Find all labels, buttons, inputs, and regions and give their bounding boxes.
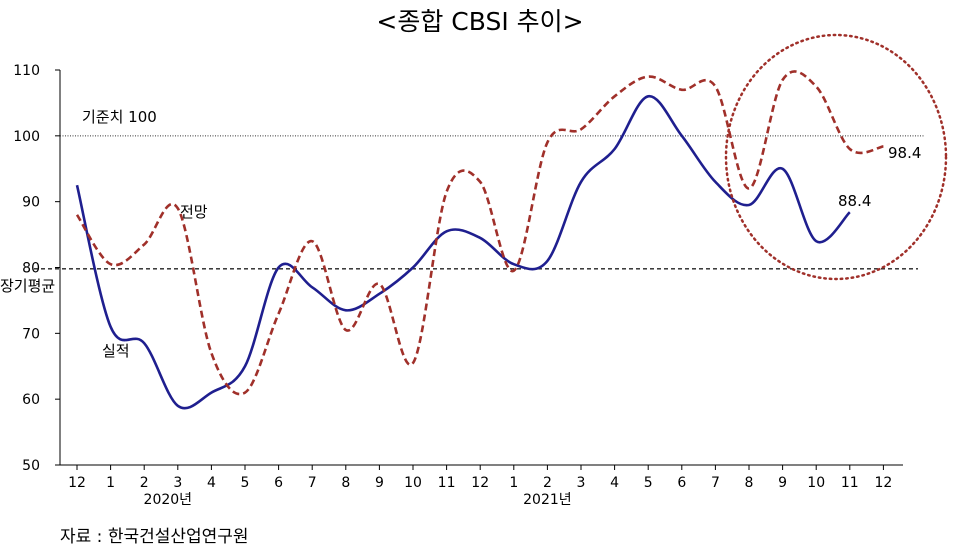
y-tick-label: 60 [22, 392, 40, 408]
x-tick-label: 9 [778, 475, 787, 491]
x-tick-label: 2 [140, 475, 149, 491]
x-tick-label: 12 [68, 475, 86, 491]
x-tick-label: 1 [106, 475, 115, 491]
x-tick-label: 4 [610, 475, 619, 491]
x-tick-label: 2 [543, 475, 552, 491]
reference-label-long-term-average: 장기평균 [0, 277, 55, 295]
x-tick-label: 11 [438, 475, 456, 491]
x-tick-label: 6 [677, 475, 686, 491]
data-label-last-forecast: 98.4 [888, 144, 921, 162]
x-tick-label: 3 [173, 475, 182, 491]
series-group [75, 70, 884, 410]
x-tick-label: 5 [644, 475, 653, 491]
x-tick-label: 1 [509, 475, 518, 491]
x-tick-label: 3 [577, 475, 586, 491]
y-tick-label: 110 [13, 63, 40, 79]
year-label-2020: 2020년 [144, 492, 193, 508]
highlight-circle [724, 33, 948, 281]
x-tick-label: 10 [404, 475, 422, 491]
chart-title: <종합 CBSI 추이> [376, 7, 584, 36]
x-tick-label: 7 [308, 475, 317, 491]
year-label-2021: 2021년 [523, 492, 572, 508]
x-tick-label: 12 [874, 475, 892, 491]
y-tick-label: 90 [22, 195, 40, 211]
x-tick-label: 5 [241, 475, 250, 491]
x-tick-label: 7 [711, 475, 720, 491]
y-tick-label: 70 [22, 326, 40, 342]
series-label-forecast: 전망 [180, 203, 208, 221]
y-tick-label: 80 [22, 261, 40, 277]
series-line-forecast [75, 70, 884, 396]
source-note: 자료 : 한국건설산업연구원 [60, 527, 249, 547]
y-tick-label: 50 [22, 458, 40, 474]
labels-group: 실적 전망 88.4 98.4 [102, 144, 921, 360]
x-tick-label: 11 [841, 475, 859, 491]
series-label-actual: 실적 [102, 342, 130, 360]
y-tick-label: 100 [13, 129, 40, 145]
reference-label-100: 기준치 100 [82, 108, 157, 126]
series-line-actual [75, 95, 851, 410]
x-tick-label: 8 [341, 475, 350, 491]
x-tick-label: 12 [471, 475, 489, 491]
x-tick-label: 8 [745, 475, 754, 491]
data-label-last-actual: 88.4 [838, 192, 871, 210]
x-tick-label: 4 [207, 475, 216, 491]
x-tick-label: 9 [375, 475, 384, 491]
x-tick-label: 6 [274, 475, 283, 491]
reference-lines: 기준치 100 장기평균 [0, 108, 925, 295]
x-tick-label: 10 [807, 475, 825, 491]
